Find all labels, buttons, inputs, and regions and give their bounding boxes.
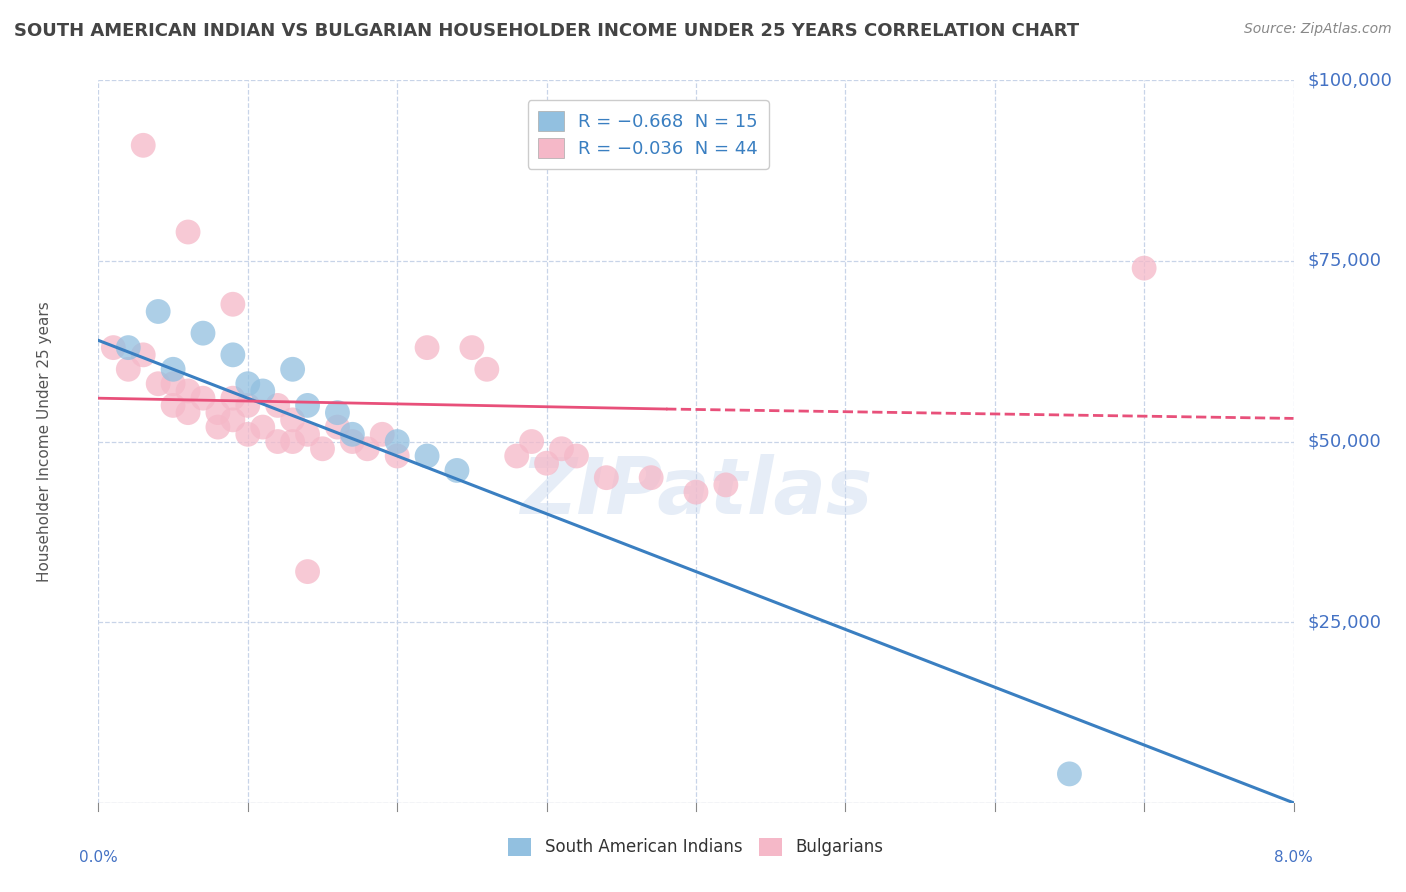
Point: [267, 434, 290, 449]
Point: [281, 362, 304, 376]
Point: [297, 398, 319, 412]
Point: [385, 449, 409, 463]
Point: [222, 413, 245, 427]
Point: [461, 341, 484, 355]
Point: [326, 406, 349, 420]
Point: [252, 420, 274, 434]
Point: [267, 398, 290, 412]
Text: ZIPatlas: ZIPatlas: [520, 454, 872, 530]
Point: [311, 442, 333, 456]
Point: [550, 442, 572, 456]
Point: [148, 376, 170, 391]
Point: [475, 362, 498, 376]
Point: [207, 420, 229, 434]
Text: $50,000: $50,000: [1308, 433, 1382, 450]
Point: [222, 348, 245, 362]
Point: [446, 463, 468, 477]
Point: [236, 398, 259, 412]
Point: [162, 362, 184, 376]
Point: [222, 391, 245, 405]
Text: SOUTH AMERICAN INDIAN VS BULGARIAN HOUSEHOLDER INCOME UNDER 25 YEARS CORRELATION: SOUTH AMERICAN INDIAN VS BULGARIAN HOUSE…: [14, 22, 1080, 40]
Point: [281, 413, 304, 427]
Legend: South American Indians, Bulgarians: South American Indians, Bulgarians: [502, 831, 890, 863]
Point: [207, 406, 229, 420]
Point: [191, 326, 214, 340]
Point: [520, 434, 543, 449]
Point: [565, 449, 588, 463]
Text: $25,000: $25,000: [1308, 613, 1382, 632]
Point: [177, 384, 200, 398]
Point: [685, 485, 707, 500]
Text: Householder Income Under 25 years: Householder Income Under 25 years: [37, 301, 52, 582]
Point: [640, 470, 662, 484]
Text: Source: ZipAtlas.com: Source: ZipAtlas.com: [1244, 22, 1392, 37]
Text: $75,000: $75,000: [1308, 252, 1382, 270]
Point: [132, 348, 155, 362]
Point: [148, 304, 170, 318]
Point: [117, 341, 139, 355]
Point: [177, 225, 200, 239]
Point: [342, 434, 364, 449]
Text: $100,000: $100,000: [1308, 71, 1393, 89]
Point: [103, 341, 125, 355]
Point: [222, 297, 245, 311]
Point: [342, 427, 364, 442]
Point: [536, 456, 558, 470]
Point: [132, 138, 155, 153]
Point: [506, 449, 529, 463]
Point: [1059, 767, 1081, 781]
Point: [236, 427, 259, 442]
Point: [595, 470, 617, 484]
Point: [236, 376, 259, 391]
Point: [416, 449, 439, 463]
Point: [416, 341, 439, 355]
Point: [371, 427, 394, 442]
Point: [385, 434, 409, 449]
Point: [191, 391, 214, 405]
Point: [117, 362, 139, 376]
Point: [356, 442, 378, 456]
Point: [714, 478, 737, 492]
Point: [177, 406, 200, 420]
Point: [326, 420, 349, 434]
Point: [252, 384, 274, 398]
Point: [162, 376, 184, 391]
Point: [297, 427, 319, 442]
Text: 0.0%: 0.0%: [79, 850, 118, 864]
Point: [1133, 261, 1156, 276]
Point: [281, 434, 304, 449]
Point: [297, 565, 319, 579]
Point: [162, 398, 184, 412]
Text: 8.0%: 8.0%: [1274, 850, 1313, 864]
